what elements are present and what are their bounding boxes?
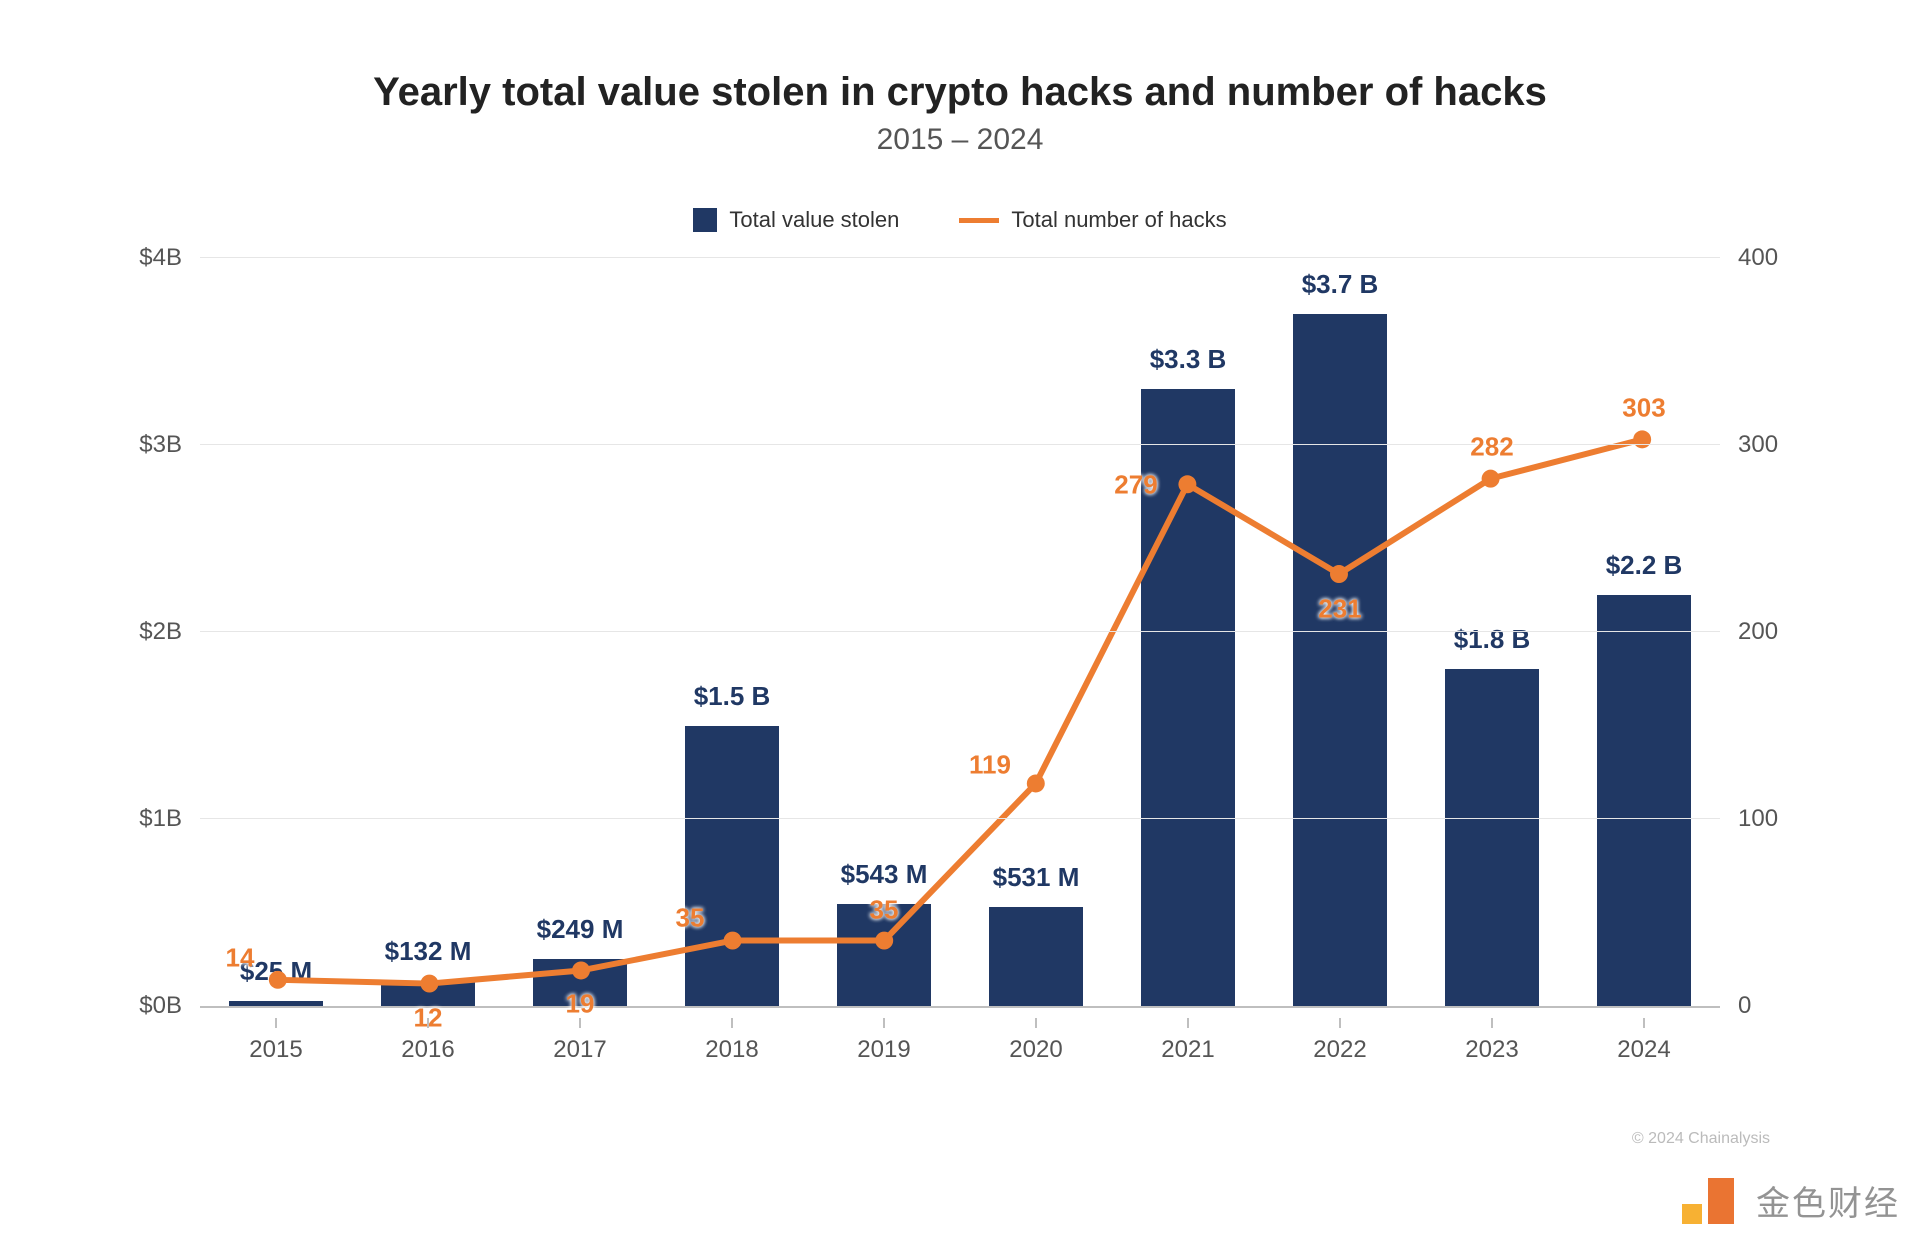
x-tick	[427, 1018, 429, 1028]
x-tick	[1643, 1018, 1645, 1028]
legend-swatch-bar	[693, 208, 717, 232]
gridline	[200, 257, 1720, 258]
bar-slot: $25 M	[200, 258, 352, 1006]
watermark-text: 金色财经	[1756, 1176, 1900, 1225]
x-tick	[883, 1018, 885, 1028]
x-axis-labels: 2015201620172018201920202021202220232024	[200, 1018, 1720, 1078]
bar-slot: $249 M	[504, 258, 656, 1006]
line-value-label: 231	[1318, 593, 1361, 624]
line-value-label: 282	[1470, 432, 1513, 463]
watermark: 金色财经	[1674, 1170, 1900, 1230]
bars-group: $25 M$132 M$249 M $1.5 B $543 M$531 M $3.3 …	[200, 258, 1720, 1006]
x-tick	[1035, 1018, 1037, 1028]
bar-slot: $132 M	[352, 258, 504, 1006]
y-right-tick-label: 0	[1720, 992, 1751, 1020]
line-value-label: 19	[566, 989, 595, 1020]
bar	[989, 907, 1083, 1006]
bar	[1597, 595, 1691, 1006]
copyright-text: © 2024 Chainalysis	[1632, 1130, 1770, 1148]
bar-slot: $543 M	[808, 258, 960, 1006]
bar	[1445, 669, 1539, 1006]
bar-value-label: $132 M	[352, 936, 504, 967]
bar-value-label: $543 M	[808, 859, 960, 890]
plot-area: $25 M$132 M$249 M $1.5 B $543 M$531 M $3.3 …	[200, 258, 1720, 1008]
legend-label-bar: Total value stolen	[729, 207, 899, 233]
bar-value-label: $1.8 B	[1416, 624, 1568, 655]
y-left-tick-label: $0B	[139, 992, 200, 1020]
line-value-label: 119	[969, 749, 1011, 780]
bar-value-label: $25 M	[200, 956, 352, 987]
x-tick-label: 2022	[1264, 1018, 1416, 1078]
bar	[229, 1001, 323, 1006]
x-tick	[731, 1018, 733, 1028]
x-tick-label: 2024	[1568, 1018, 1720, 1078]
bar-slot: $3.3 B	[1112, 258, 1264, 1006]
x-tick-label: 2017	[504, 1018, 656, 1078]
line-value-label: 14	[226, 942, 255, 973]
x-tick-label: 2015	[200, 1018, 352, 1078]
y-left-tick-label: $4B	[139, 244, 200, 272]
legend-item-bar: Total value stolen	[693, 207, 899, 233]
watermark-icon	[1674, 1170, 1744, 1230]
x-tick	[1491, 1018, 1493, 1028]
legend-swatch-line	[959, 218, 999, 223]
bar-value-label: $3.3 B	[1112, 344, 1264, 375]
y-right-tick-label: 300	[1720, 431, 1778, 459]
y-right-tick-label: 200	[1720, 618, 1778, 646]
y-left-tick-label: $2B	[139, 618, 200, 646]
chart-subtitle: 2015 – 2024	[100, 123, 1820, 157]
bar-value-label: $531 M	[960, 862, 1112, 893]
bar-value-label: $1.5 B	[656, 681, 808, 712]
legend-item-line: Total number of hacks	[959, 207, 1226, 233]
bar	[685, 726, 779, 1007]
x-tick	[1339, 1018, 1341, 1028]
x-tick	[1187, 1018, 1189, 1028]
y-left-tick-label: $1B	[139, 805, 200, 833]
bar-value-label: $249 M	[504, 914, 656, 945]
line-value-label: 279	[1114, 469, 1157, 500]
line-value-label: 303	[1622, 392, 1665, 423]
bar-value-label: $3.7 B	[1264, 269, 1416, 300]
chart-container: Yearly total value stolen in crypto hack…	[0, 0, 1920, 1248]
legend: Total value stolen Total number of hacks	[100, 207, 1820, 233]
bar-slot: $3.7 B	[1264, 258, 1416, 1006]
bar-slot: $531 M	[960, 258, 1112, 1006]
x-tick-label: 2021	[1112, 1018, 1264, 1078]
x-tick-label: 2020	[960, 1018, 1112, 1078]
x-tick-label: 2016	[352, 1018, 504, 1078]
gridline	[200, 631, 1720, 632]
bar-slot: $2.2 B	[1568, 258, 1720, 1006]
y-left-tick-label: $3B	[139, 431, 200, 459]
x-tick	[579, 1018, 581, 1028]
line-value-label: 35	[870, 895, 899, 926]
chart-title: Yearly total value stolen in crypto hack…	[100, 70, 1820, 115]
x-tick	[275, 1018, 277, 1028]
bar-value-label: $2.2 B	[1568, 550, 1720, 581]
x-tick-label: 2018	[656, 1018, 808, 1078]
plot-wrap: $25 M$132 M$249 M $1.5 B $543 M$531 M $3.3 …	[100, 258, 1820, 1078]
line-value-label: 35	[676, 903, 705, 934]
bar	[1293, 314, 1387, 1006]
legend-label-line: Total number of hacks	[1011, 207, 1226, 233]
y-right-tick-label: 400	[1720, 244, 1778, 272]
gridline	[200, 818, 1720, 819]
bar-slot: $1.5 B	[656, 258, 808, 1006]
x-tick-label: 2023	[1416, 1018, 1568, 1078]
bar-slot: $1.8 B	[1416, 258, 1568, 1006]
y-right-tick-label: 100	[1720, 805, 1778, 833]
x-tick-label: 2019	[808, 1018, 960, 1078]
